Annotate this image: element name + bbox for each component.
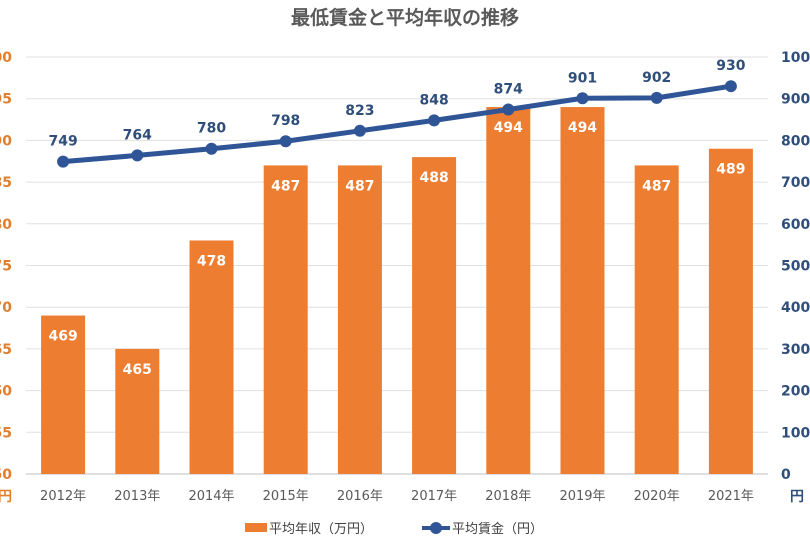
line-data-label: 848 <box>419 92 448 108</box>
x-tick-label: 2018年 <box>485 489 531 504</box>
left-tick-label: 475 <box>0 259 12 275</box>
bar-data-label: 488 <box>419 170 448 186</box>
legend-bar-swatch <box>245 523 267 532</box>
x-tick-label: 2013年 <box>114 489 160 504</box>
right-tick-label: 800 <box>781 133 810 149</box>
bar-data-label: 487 <box>345 178 374 194</box>
line-point <box>650 91 663 104</box>
right-tick-label: 300 <box>781 342 810 358</box>
left-tick-label: 500 <box>0 50 12 66</box>
chart-title: 最低賃金と平均年収の推移 <box>291 6 519 29</box>
line-point <box>428 114 441 127</box>
right-tick-label: 600 <box>781 217 810 233</box>
line-point <box>57 155 70 168</box>
line-path <box>62 83 732 165</box>
bar <box>560 107 605 474</box>
line-point <box>205 142 218 155</box>
bar <box>115 348 160 474</box>
x-tick-label: 2012年 <box>40 489 86 504</box>
line-data-label: 764 <box>123 127 152 143</box>
bar-data-label: 478 <box>197 253 226 269</box>
left-axis-unit: 万円 <box>0 489 12 505</box>
left-tick-label: 470 <box>0 300 12 316</box>
right-tick-label: 1000 <box>781 50 810 66</box>
right-tick-label: 200 <box>781 384 810 400</box>
legend: 平均年収（万円） 平均賃金（円） <box>245 521 543 537</box>
bar-data-label: 487 <box>642 178 671 194</box>
line-data-label: 930 <box>716 58 745 74</box>
right-tick-label: 0 <box>781 467 791 483</box>
line-data-label: 749 <box>48 134 77 150</box>
left-tick-label: 490 <box>0 133 12 149</box>
x-tick-label: 2019年 <box>559 489 605 504</box>
line-point <box>279 135 292 148</box>
x-axis: 2012年 2013年 2014年 2015年 2016年 2017年 2018年 2019年… <box>40 489 754 504</box>
legend-line-marker <box>430 522 442 534</box>
x-tick-label: 2014年 <box>188 489 234 504</box>
bar <box>708 148 753 475</box>
left-tick-label: 450 <box>0 467 12 483</box>
x-tick-label: 2017年 <box>411 489 457 504</box>
bar <box>263 165 308 475</box>
x-tick-label: 2015年 <box>263 489 309 504</box>
bar <box>337 165 382 475</box>
right-tick-label: 100 <box>781 425 810 441</box>
bar-data-label: 494 <box>494 120 523 136</box>
x-tick-label: 2016年 <box>337 489 383 504</box>
bar-data-label: 494 <box>568 120 597 136</box>
right-tick-label: 500 <box>781 259 810 275</box>
left-tick-label: 480 <box>0 217 12 233</box>
line-data-label: 902 <box>642 70 671 86</box>
line-data-label: 901 <box>568 70 597 86</box>
line-series: 749 764 780 798 823 848 874 901 902 930 <box>48 58 746 168</box>
x-tick-label: 2020年 <box>634 489 680 504</box>
line-point <box>353 124 366 137</box>
left-tick-label: 495 <box>0 92 12 108</box>
left-tick-label: 455 <box>0 425 12 441</box>
line-point <box>576 92 589 105</box>
bar <box>41 315 86 474</box>
x-tick-label: 2021年 <box>708 489 754 504</box>
line-point <box>502 103 515 116</box>
left-tick-label: 460 <box>0 384 12 400</box>
right-tick-label: 400 <box>781 300 810 316</box>
bar <box>412 157 457 474</box>
bar-series: 469 465 478 487 487 488 494 494 487 489 <box>41 107 753 475</box>
bar-data-label: 465 <box>123 362 152 378</box>
legend-bar-label: 平均年収（万円） <box>269 522 373 537</box>
line-point <box>131 149 144 162</box>
bar-data-label: 469 <box>48 329 77 345</box>
right-axis-unit: 円 <box>790 489 804 505</box>
bar-data-label: 489 <box>716 162 745 178</box>
bar-data-label: 487 <box>271 178 300 194</box>
line-data-label: 780 <box>197 121 226 137</box>
line-point <box>724 80 737 93</box>
right-tick-label: 700 <box>781 175 810 191</box>
bar <box>486 107 531 474</box>
right-tick-label: 900 <box>781 92 810 108</box>
legend-line-label: 平均賃金（円） <box>452 521 543 537</box>
line-data-label: 874 <box>494 82 523 98</box>
bar <box>634 165 679 475</box>
left-axis: 450 455 460 465 470 475 480 485 490 495 500 <box>0 50 12 483</box>
left-tick-label: 485 <box>0 175 12 191</box>
left-tick-label: 465 <box>0 342 12 358</box>
bar <box>189 240 234 474</box>
line-data-label: 798 <box>271 113 300 129</box>
right-axis: 0 100 200 300 400 500 600 700 800 900 1000 <box>781 50 810 483</box>
line-data-label: 823 <box>345 103 374 119</box>
